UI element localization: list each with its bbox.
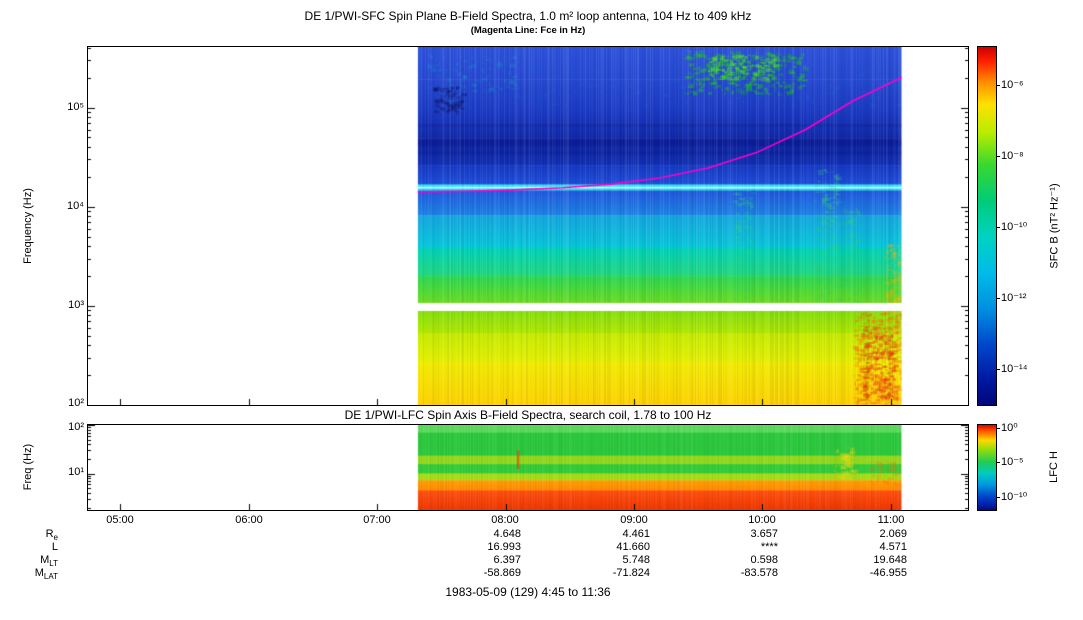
bottom-spectrogram-panel [87, 424, 969, 511]
lfc-colorbar-tickmark [996, 428, 1000, 429]
ephemeris-value: 4.571 [879, 541, 907, 553]
ephemeris-value: **** [760, 541, 778, 553]
bottom-panel-title: DE 1/PWI-LFC Spin Axis B-Field Spectra, … [344, 408, 712, 422]
top-ytick-1e2: 10² [68, 397, 84, 409]
ephemeris-row-label-l: L [14, 541, 58, 557]
lfc-colorbar-tick-3: 10⁻¹⁰ [1001, 491, 1028, 503]
ephemeris-value: 4.461 [622, 528, 650, 540]
ephemeris-value: -58.869 [483, 567, 521, 579]
top-panel-title: DE 1/PWI-SFC Spin Plane B-Field Spectra,… [304, 9, 752, 23]
sfc-colorbar-tickmark [996, 369, 1000, 370]
lfc-colorbar-tick-2: 10⁻⁵ [1001, 456, 1024, 468]
top-y-axis-label: Frequency (Hz) [22, 188, 34, 264]
xtick-0600: 06:00 [235, 514, 263, 526]
sfc-colorbar [977, 46, 997, 406]
ephemeris-label-sub: LAT [43, 572, 58, 582]
ephemeris-value: 16.993 [487, 541, 521, 553]
sfc-colorbar-tick-1: 10⁻⁶ [1001, 79, 1024, 91]
sfc-colorbar-label: SFC B (nT² Hz⁻¹) [1048, 183, 1061, 269]
lfc-colorbar-tickmark [996, 497, 1000, 498]
top-ytick-1e4: 10⁴ [67, 200, 84, 212]
ephemeris-row-label-re: Re [14, 528, 58, 544]
lfc-colorbar [977, 424, 997, 511]
xtick-0700: 07:00 [363, 514, 391, 526]
ephemeris-value: 19.648 [873, 554, 907, 566]
top-ytick-1e5: 10⁵ [67, 101, 84, 113]
top-spectrogram-panel [87, 46, 969, 406]
sfc-colorbar-tickmark [996, 298, 1000, 299]
ephemeris-value: 4.648 [493, 528, 521, 540]
sfc-colorbar-tick-3: 10⁻¹⁰ [1001, 221, 1028, 233]
ephemeris-value: 6.397 [493, 554, 521, 566]
xtick-0800: 08:00 [491, 514, 519, 526]
bottom-ytick-1e2: 10² [68, 421, 84, 433]
xtick-0500: 05:00 [106, 514, 134, 526]
ephemeris-row-label-mlt: MLT [14, 554, 58, 570]
bottom-y-axis-label: Freq (Hz) [22, 443, 34, 491]
ephemeris-label-main: L [51, 541, 58, 553]
ephemeris-row-label-mlat: MLAT [14, 567, 58, 583]
ephemeris-label-main: M [34, 567, 44, 579]
bottom-ytick-1e1: 10¹ [68, 466, 84, 478]
ephemeris-value: 2.069 [879, 528, 907, 540]
top-ytick-1e3: 10³ [68, 299, 84, 311]
lfc-colorbar-label: LFC H [1048, 451, 1060, 483]
ephemeris-label-sub: LT [49, 559, 58, 569]
xtick-1000: 10:00 [748, 514, 776, 526]
xtick-0900: 09:00 [620, 514, 648, 526]
ephemeris-label-sub: e [53, 533, 58, 543]
sfc-colorbar-tick-2: 10⁻⁸ [1001, 150, 1024, 162]
lfc-colorbar-tick-1: 10⁰ [1001, 422, 1018, 434]
ephemeris-value: -83.578 [740, 567, 778, 579]
ephemeris-value: 41.660 [616, 541, 650, 553]
ephemeris-value: -71.824 [612, 567, 650, 579]
ephemeris-value: 5.748 [622, 554, 650, 566]
sfc-colorbar-tickmark [996, 156, 1000, 157]
top-panel-subtitle: (Magenta Line: Fce in Hz) [470, 25, 586, 36]
sfc-colorbar-tick-5: 10⁻¹⁴ [1001, 363, 1028, 375]
sfc-colorbar-tickmark [996, 227, 1000, 228]
lfc-colorbar-tickmark [996, 462, 1000, 463]
ephemeris-value: -46.955 [869, 567, 907, 579]
ephemeris-label-main: M [40, 554, 50, 566]
ephemeris-value: 0.598 [750, 554, 778, 566]
ephemeris-value: 3.657 [750, 528, 778, 540]
ephemeris-label-main: R [45, 528, 54, 540]
sfc-colorbar-tick-4: 10⁻¹² [1001, 292, 1027, 304]
sfc-colorbar-tickmark [996, 85, 1000, 86]
sfc-spectrogram-canvas [88, 47, 968, 405]
lfc-spectrogram-canvas [88, 425, 968, 510]
xtick-1100: 11:00 [877, 514, 905, 526]
date-range-footer: 1983-05-09 (129) 4:45 to 11:36 [445, 585, 611, 599]
